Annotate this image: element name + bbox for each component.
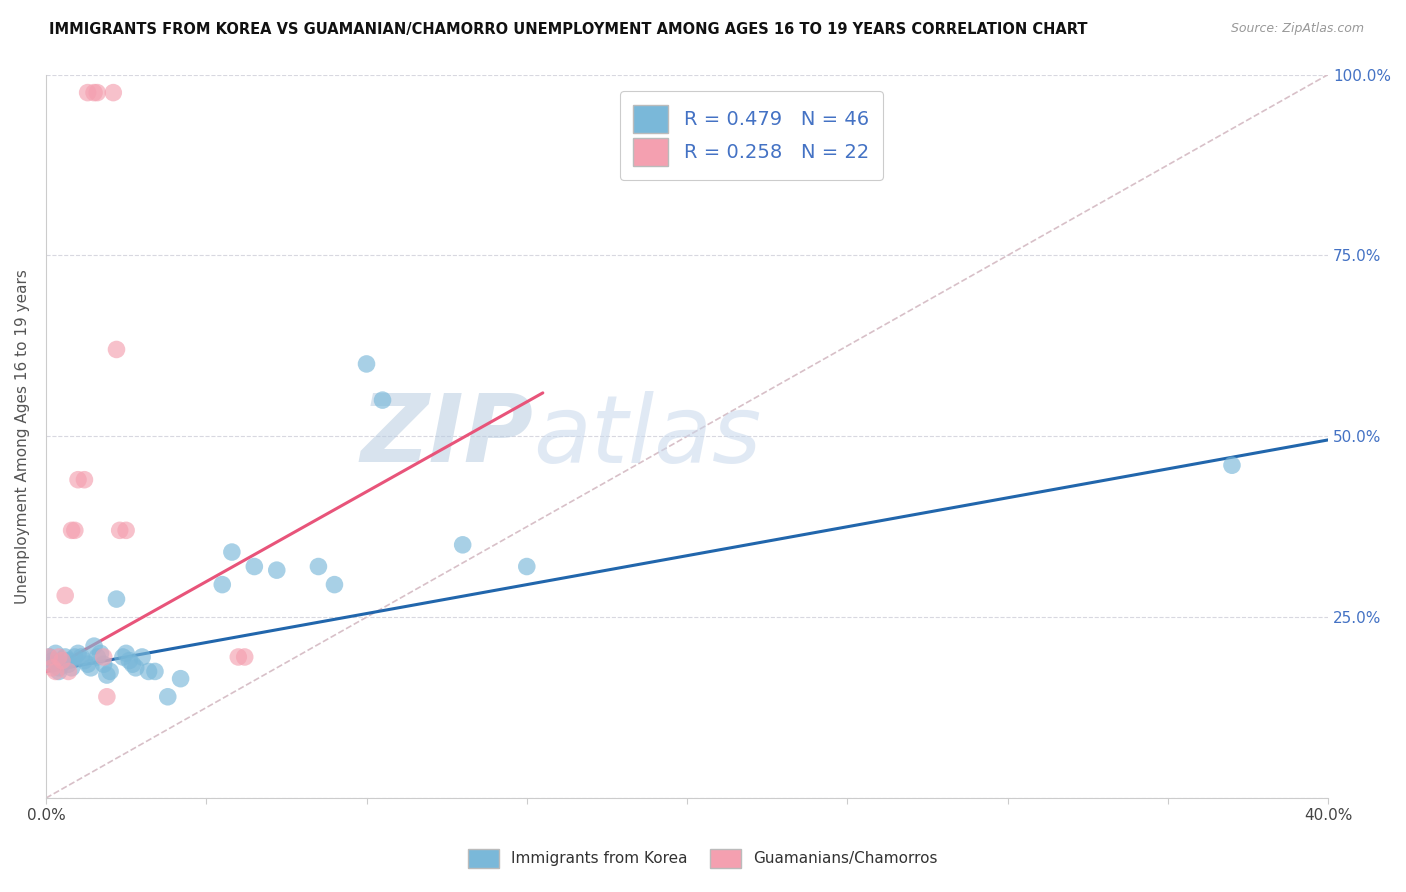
Point [111,650,134,665]
Point [48,665,70,679]
Point [169,672,191,686]
Point [73,473,96,487]
Point [80,661,103,675]
Point [1220,458,1243,473]
Point [233,650,256,665]
Point [105,343,128,357]
Point [356,357,378,371]
Y-axis label: Unemployment Among Ages 16 to 19 years: Unemployment Among Ages 16 to 19 years [15,268,30,604]
Point [118,654,141,668]
Point [323,577,346,591]
Point [45,665,67,679]
Point [83,86,105,100]
Point [41,657,63,672]
Point [58,657,80,672]
Point [38,650,60,665]
Point [51,654,73,668]
Point [221,545,243,559]
Text: IMMIGRANTS FROM KOREA VS GUAMANIAN/CHAMORRO UNEMPLOYMENT AMONG AGES 16 TO 19 YEA: IMMIGRANTS FROM KOREA VS GUAMANIAN/CHAMO… [49,22,1088,37]
Point [131,650,153,665]
Point [86,650,108,665]
Point [53,650,76,665]
Point [73,654,96,668]
Point [51,654,73,668]
Point [53,589,76,603]
Point [98,665,121,679]
Point [89,646,111,660]
Point [243,559,266,574]
Point [76,86,98,100]
Point [48,650,70,665]
Point [143,665,166,679]
Point [76,657,98,672]
Point [48,661,70,675]
Point [103,86,125,100]
Point [307,559,329,574]
Point [105,592,128,607]
Text: atlas: atlas [533,391,762,482]
Point [451,538,474,552]
Point [108,524,131,538]
Point [121,657,143,672]
Legend: Immigrants from Korea, Guamanians/Chamorros: Immigrants from Korea, Guamanians/Chamor… [463,843,943,873]
Point [70,650,93,665]
Point [83,639,105,653]
Point [60,661,83,675]
Point [63,650,86,665]
Point [86,86,108,100]
Point [58,665,80,679]
Point [60,524,83,538]
Point [226,650,249,665]
Point [51,657,73,672]
Point [41,654,63,668]
Point [38,650,60,665]
Point [138,665,160,679]
Text: Source: ZipAtlas.com: Source: ZipAtlas.com [1230,22,1364,36]
Point [115,646,138,660]
Point [125,661,148,675]
Point [96,668,118,682]
Point [58,654,80,668]
Point [93,650,115,665]
Point [516,559,538,574]
Point [266,563,288,577]
Point [63,524,86,538]
Point [66,473,89,487]
Text: ZIP: ZIP [360,391,533,483]
Point [93,657,115,672]
Point [371,393,394,408]
Point [211,577,233,591]
Legend: R = 0.479   N = 46, R = 0.258   N = 22: R = 0.479 N = 46, R = 0.258 N = 22 [620,92,883,179]
Point [66,646,89,660]
Point [156,690,179,704]
Point [115,524,138,538]
Point [41,661,63,675]
Point [45,646,67,660]
Point [96,690,118,704]
